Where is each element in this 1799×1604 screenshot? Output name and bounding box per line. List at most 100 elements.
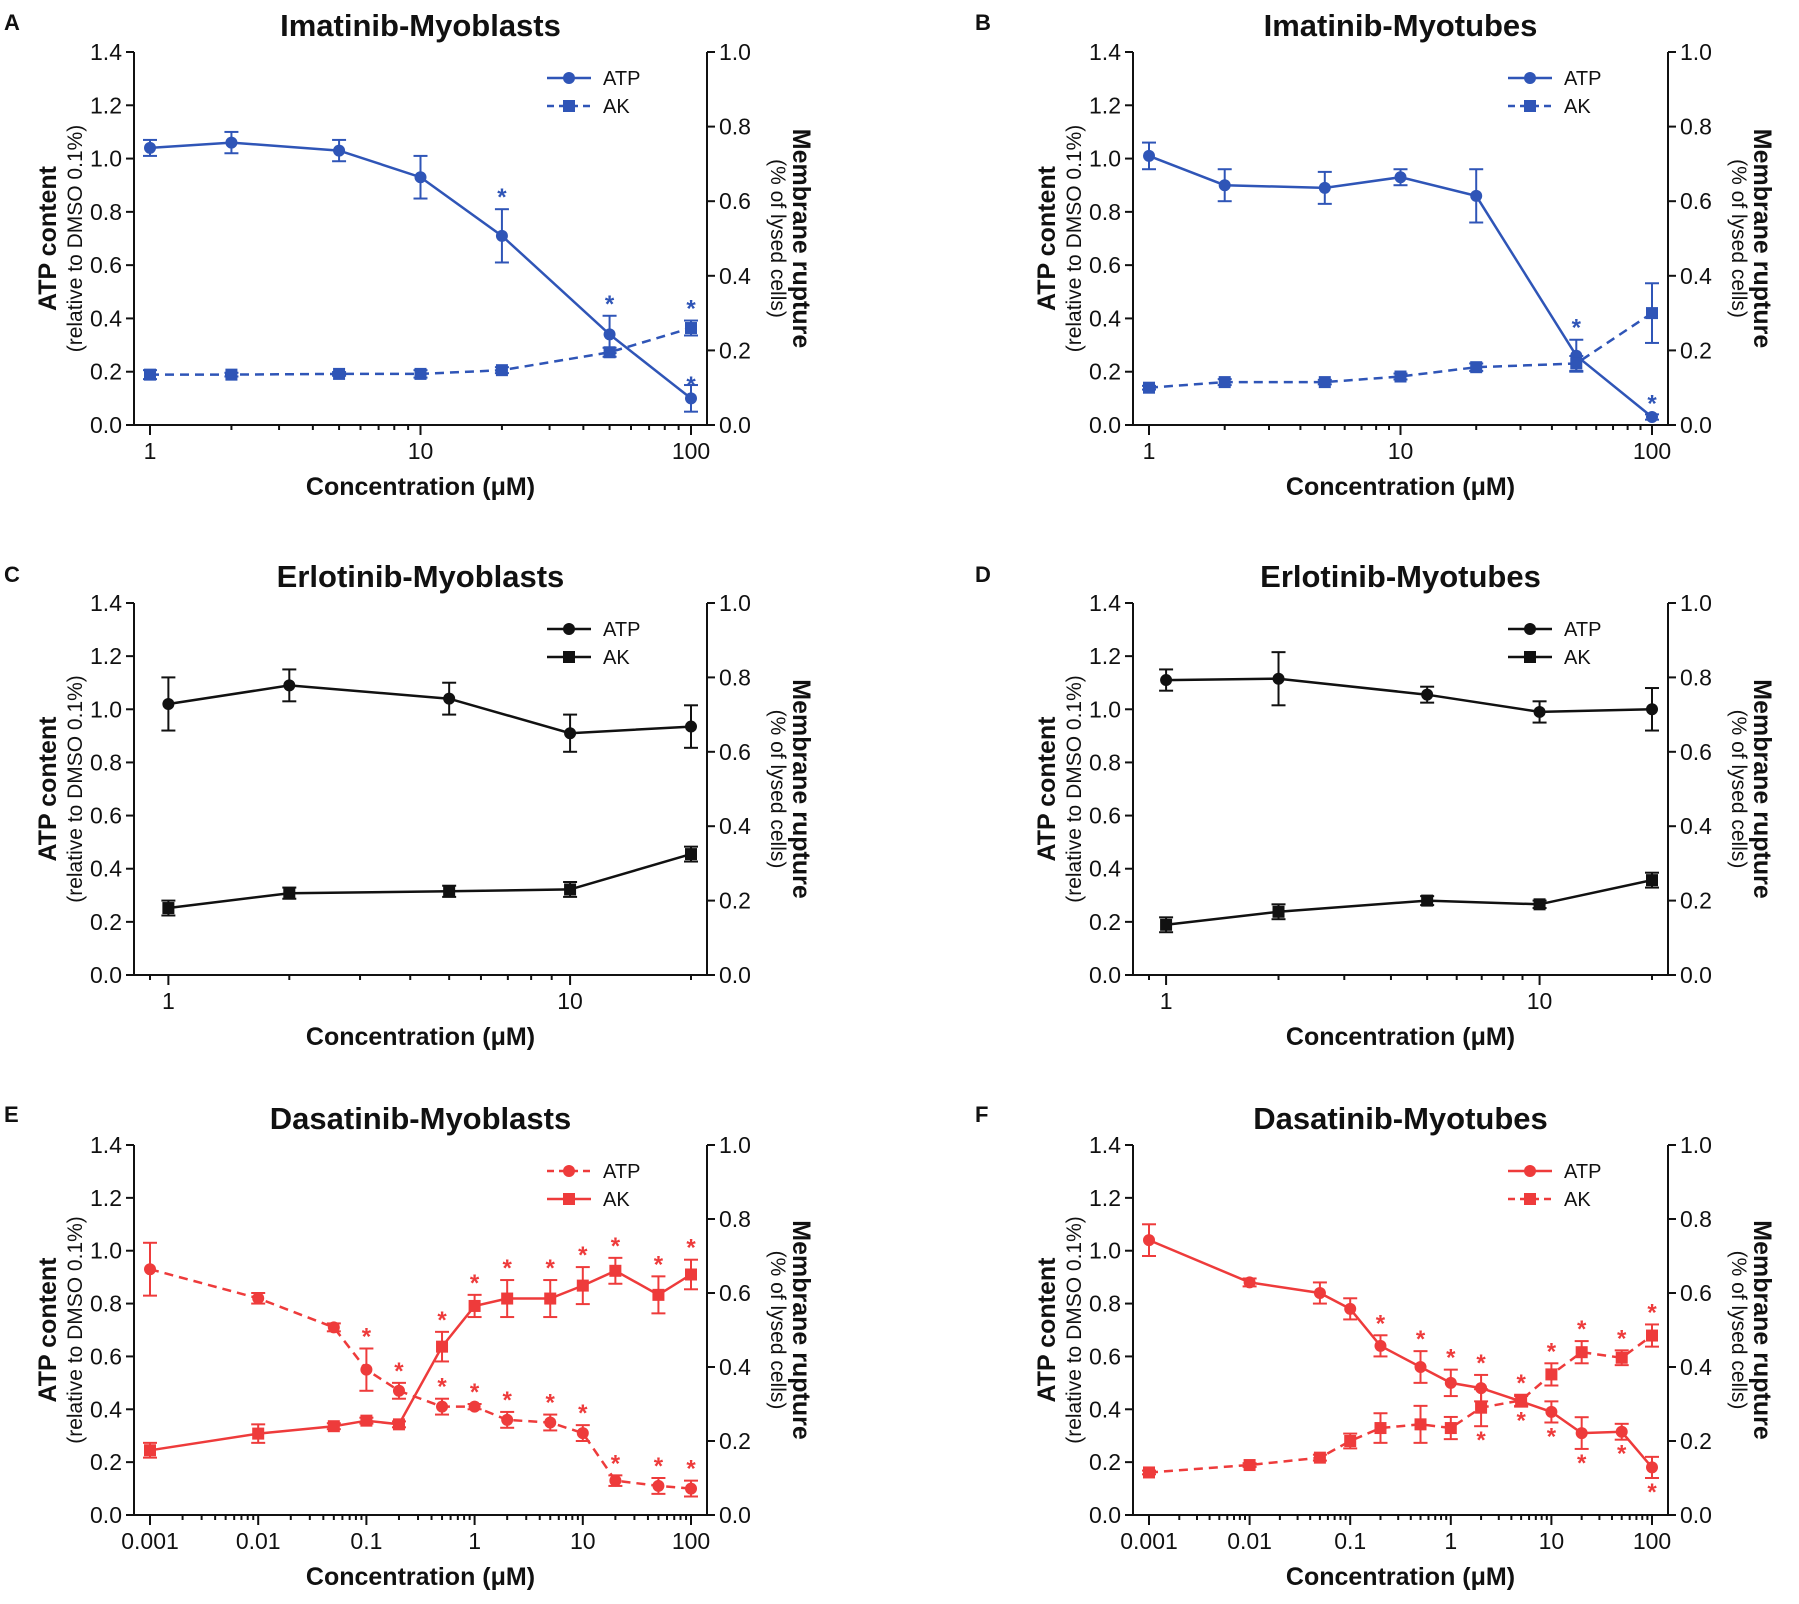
- x-tick-label: 10: [570, 1528, 596, 1554]
- data-point: [1615, 1351, 1628, 1364]
- data-point: [564, 727, 577, 740]
- x-tick-label: 100: [672, 1528, 710, 1554]
- legend-label: AK: [603, 96, 630, 118]
- y-tick-label: 1.4: [90, 1132, 122, 1158]
- data-point: [443, 885, 456, 898]
- data-point: [468, 1400, 481, 1413]
- legend: ATP AK: [547, 68, 640, 118]
- legend-marker: [1524, 1165, 1536, 1177]
- y-tick-label: 0.0: [90, 1502, 122, 1528]
- y2-tick-label: 0.6: [719, 739, 751, 765]
- y2-tick-label: 0.6: [1680, 739, 1712, 765]
- y-axis-sublabel: (relative to DMSO 0.1%): [1063, 125, 1086, 353]
- y2-tick-label: 0.0: [719, 412, 751, 438]
- data-point: [1646, 1461, 1658, 1474]
- significance-star: *: [1547, 1424, 1557, 1451]
- chart-title: Dasatinib-Myoblasts: [270, 1101, 571, 1136]
- data-point: [1272, 905, 1285, 918]
- data-point: [576, 1279, 589, 1292]
- y2-tick-label: 1.0: [1680, 590, 1712, 616]
- significance-star: *: [1647, 391, 1657, 418]
- y2-tick-label: 0.0: [719, 1502, 751, 1528]
- significance-star: *: [605, 291, 615, 318]
- significance-star: *: [578, 1242, 588, 1269]
- x-tick-label: 1: [1444, 1528, 1457, 1554]
- y2-axis-sublabel: (% of lysed cells): [1727, 710, 1750, 869]
- chart-title: Imatinib-Myotubes: [1264, 8, 1538, 43]
- significance-star: *: [1647, 1299, 1657, 1326]
- series-line: [1165, 878, 1653, 927]
- legend: ATP AK: [547, 1161, 640, 1211]
- y2-tick-label: 0.6: [719, 1280, 751, 1306]
- y2-tick-label: 0.4: [719, 263, 751, 289]
- data-point: [1313, 1287, 1326, 1299]
- data-point: [327, 1420, 340, 1433]
- significance-star: *: [611, 1450, 621, 1477]
- y-tick-label: 0.8: [90, 199, 122, 225]
- series-ak: *: [143, 296, 698, 381]
- data-point: [1444, 1376, 1457, 1389]
- panel-e: E Dasatinib-Myoblasts 0.0 0.2 0.4 0.6 0.8 1.0 1.…: [4, 1101, 815, 1591]
- data-point: [225, 368, 238, 381]
- y2-tick-label: 0.0: [1680, 962, 1712, 988]
- chart-title: Dasatinib-Myotubes: [1253, 1101, 1548, 1136]
- y2-tick-label: 0.8: [1680, 1206, 1712, 1232]
- y-tick-label: 0.2: [1089, 909, 1121, 935]
- y-tick-label: 0.0: [1089, 962, 1121, 988]
- data-point: [1374, 1339, 1387, 1352]
- y-axis-sublabel: (relative to DMSO 0.1%): [1063, 675, 1086, 903]
- y-axis-label: ATP content: [34, 1257, 62, 1403]
- y-tick-label: 0.2: [90, 909, 122, 935]
- y-tick-label: 0.6: [1089, 252, 1121, 278]
- significance-star: *: [1647, 1479, 1657, 1506]
- data-point: [252, 1427, 265, 1440]
- y-tick-label: 1.0: [90, 696, 122, 722]
- data-point: [1533, 898, 1546, 911]
- legend: ATP AK: [1508, 68, 1601, 118]
- significance-star: *: [686, 1456, 696, 1483]
- legend-marker: [563, 623, 575, 635]
- legend: ATP AK: [1508, 1161, 1601, 1211]
- y-tick-label: 0.8: [90, 1291, 122, 1317]
- y-axis-label: ATP content: [1033, 165, 1061, 311]
- y2-tick-label: 0.6: [1680, 188, 1712, 214]
- significance-star: *: [502, 1387, 512, 1414]
- y-tick-label: 0.2: [90, 1449, 122, 1475]
- y2-axis-label: Membrane rupture: [1748, 1220, 1776, 1440]
- y-tick-label: 0.8: [1089, 199, 1121, 225]
- significance-star: *: [437, 1374, 447, 1401]
- significance-star: *: [1516, 1408, 1526, 1435]
- series-ak: * * * * * * * *: [143, 1233, 698, 1459]
- data-point: [1470, 189, 1483, 202]
- y-tick-label: 0.0: [90, 962, 122, 988]
- data-point: [468, 1299, 481, 1312]
- series-atp: * * * * * * * * * *: [143, 1241, 698, 1498]
- x-tick-label: 100: [672, 438, 710, 464]
- legend: ATP AK: [547, 619, 640, 669]
- panel-letter: D: [975, 562, 991, 587]
- y-tick-label: 0.4: [90, 1396, 122, 1422]
- legend-label: ATP: [603, 1161, 640, 1183]
- data-point: [1143, 1466, 1155, 1479]
- significance-star: *: [470, 1379, 480, 1406]
- y-tick-label: 1.2: [90, 643, 122, 669]
- data-point: [1318, 376, 1331, 389]
- data-point: [1545, 1368, 1558, 1381]
- y-axis-sublabel: (relative to DMSO 0.1%): [64, 675, 87, 903]
- data-point: [436, 1340, 449, 1353]
- y2-tick-label: 0.0: [1680, 412, 1712, 438]
- series-line: [1166, 677, 1653, 714]
- series-atp: **: [143, 130, 698, 413]
- y-tick-label: 0.2: [1089, 359, 1121, 385]
- data-point: [1218, 179, 1231, 192]
- y-tick-label: 0.4: [90, 305, 122, 331]
- y-tick-label: 0.0: [90, 412, 122, 438]
- x-tick-label: 0.01: [236, 1528, 281, 1554]
- data-point: [1318, 181, 1331, 194]
- data-point: [1143, 1234, 1155, 1247]
- data-point: [392, 1384, 405, 1397]
- data-point: [283, 887, 296, 900]
- series-line: [168, 852, 692, 910]
- data-point: [1475, 1401, 1488, 1414]
- data-point: [501, 1413, 514, 1426]
